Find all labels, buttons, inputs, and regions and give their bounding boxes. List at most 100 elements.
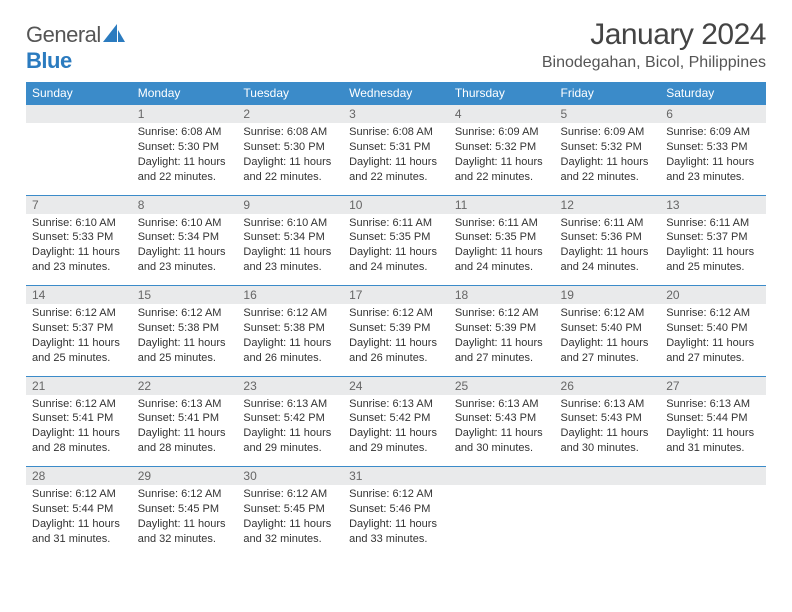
day-number-cell <box>26 105 132 124</box>
day-number: 28 <box>32 469 45 483</box>
sunset-line: Sunset: 5:42 PM <box>349 411 443 426</box>
day-number: 5 <box>561 107 568 121</box>
daylight-line: Daylight: 11 hours and 28 minutes. <box>32 426 126 456</box>
sunset-line: Sunset: 5:45 PM <box>243 502 337 517</box>
sunrise-line: Sunrise: 6:13 AM <box>561 397 655 412</box>
day-data-cell: Sunrise: 6:10 AMSunset: 5:33 PMDaylight:… <box>26 214 132 286</box>
sunrise-line: Sunrise: 6:13 AM <box>138 397 232 412</box>
day-data-cell: Sunrise: 6:12 AMSunset: 5:44 PMDaylight:… <box>26 485 132 557</box>
daylight-line: Daylight: 11 hours and 30 minutes. <box>561 426 655 456</box>
daylight-line: Daylight: 11 hours and 24 minutes. <box>455 245 549 275</box>
sunset-line: Sunset: 5:36 PM <box>561 230 655 245</box>
sunrise-line: Sunrise: 6:12 AM <box>32 487 126 502</box>
day-number: 14 <box>32 288 45 302</box>
daylight-line: Daylight: 11 hours and 25 minutes. <box>32 336 126 366</box>
sunset-line: Sunset: 5:30 PM <box>243 140 337 155</box>
calendar-page: GeneralBlue January 2024 Binodegahan, Bi… <box>0 0 792 567</box>
sunrise-line: Sunrise: 6:12 AM <box>455 306 549 321</box>
day-data-cell: Sunrise: 6:11 AMSunset: 5:37 PMDaylight:… <box>660 214 766 286</box>
sunset-line: Sunset: 5:33 PM <box>666 140 760 155</box>
sunset-line: Sunset: 5:40 PM <box>666 321 760 336</box>
day-number-cell: 23 <box>237 376 343 395</box>
sunrise-line: Sunrise: 6:12 AM <box>349 306 443 321</box>
day-number-cell: 31 <box>343 467 449 486</box>
day-number: 17 <box>349 288 362 302</box>
day-number-cell: 21 <box>26 376 132 395</box>
weekday-header: Friday <box>555 82 661 105</box>
day-number-cell: 17 <box>343 286 449 305</box>
title-block: January 2024 Binodegahan, Bicol, Philipp… <box>542 18 766 72</box>
daylight-line: Daylight: 11 hours and 32 minutes. <box>243 517 337 547</box>
day-number-cell: 27 <box>660 376 766 395</box>
daylight-line: Daylight: 11 hours and 27 minutes. <box>666 336 760 366</box>
day-data-cell: Sunrise: 6:10 AMSunset: 5:34 PMDaylight:… <box>237 214 343 286</box>
day-number: 3 <box>349 107 356 121</box>
weekday-header-row: Sunday Monday Tuesday Wednesday Thursday… <box>26 82 766 105</box>
day-data-cell: Sunrise: 6:09 AMSunset: 5:32 PMDaylight:… <box>449 123 555 195</box>
day-number: 7 <box>32 198 39 212</box>
day-number: 11 <box>455 198 467 212</box>
day-data-cell <box>26 123 132 195</box>
sunset-line: Sunset: 5:37 PM <box>666 230 760 245</box>
day-number: 16 <box>243 288 256 302</box>
daylight-line: Daylight: 11 hours and 23 minutes. <box>32 245 126 275</box>
day-number: 1 <box>138 107 145 121</box>
daylight-line: Daylight: 11 hours and 27 minutes. <box>561 336 655 366</box>
sunrise-line: Sunrise: 6:12 AM <box>138 487 232 502</box>
day-number-cell <box>555 467 661 486</box>
day-data-cell: Sunrise: 6:11 AMSunset: 5:35 PMDaylight:… <box>449 214 555 286</box>
sunrise-line: Sunrise: 6:13 AM <box>666 397 760 412</box>
day-number: 24 <box>349 379 362 393</box>
location-text: Binodegahan, Bicol, Philippines <box>542 54 766 72</box>
sunset-line: Sunset: 5:46 PM <box>349 502 443 517</box>
day-number-cell: 16 <box>237 286 343 305</box>
day-data-cell: Sunrise: 6:10 AMSunset: 5:34 PMDaylight:… <box>132 214 238 286</box>
sunset-line: Sunset: 5:31 PM <box>349 140 443 155</box>
sunrise-line: Sunrise: 6:08 AM <box>243 125 337 140</box>
day-data-cell <box>555 485 661 557</box>
day-number-cell: 19 <box>555 286 661 305</box>
day-number-cell: 8 <box>132 195 238 214</box>
sunrise-line: Sunrise: 6:08 AM <box>349 125 443 140</box>
data-row: Sunrise: 6:08 AMSunset: 5:30 PMDaylight:… <box>26 123 766 195</box>
weekday-header: Thursday <box>449 82 555 105</box>
day-number: 23 <box>243 379 256 393</box>
day-number: 22 <box>138 379 151 393</box>
daylight-line: Daylight: 11 hours and 24 minutes. <box>349 245 443 275</box>
sunrise-line: Sunrise: 6:08 AM <box>138 125 232 140</box>
day-number-cell: 11 <box>449 195 555 214</box>
daylight-line: Daylight: 11 hours and 22 minutes. <box>561 155 655 185</box>
day-data-cell: Sunrise: 6:12 AMSunset: 5:37 PMDaylight:… <box>26 304 132 376</box>
brand-text-1: General <box>26 22 101 47</box>
data-row: Sunrise: 6:12 AMSunset: 5:41 PMDaylight:… <box>26 395 766 467</box>
day-number: 30 <box>243 469 256 483</box>
day-number: 19 <box>561 288 574 302</box>
sunset-line: Sunset: 5:42 PM <box>243 411 337 426</box>
sunset-line: Sunset: 5:40 PM <box>561 321 655 336</box>
day-number-cell: 26 <box>555 376 661 395</box>
daylight-line: Daylight: 11 hours and 33 minutes. <box>349 517 443 547</box>
day-number-cell: 6 <box>660 105 766 124</box>
data-row: Sunrise: 6:12 AMSunset: 5:37 PMDaylight:… <box>26 304 766 376</box>
daylight-line: Daylight: 11 hours and 29 minutes. <box>349 426 443 456</box>
sunset-line: Sunset: 5:45 PM <box>138 502 232 517</box>
daylight-line: Daylight: 11 hours and 26 minutes. <box>349 336 443 366</box>
day-number-cell <box>449 467 555 486</box>
day-data-cell: Sunrise: 6:12 AMSunset: 5:39 PMDaylight:… <box>343 304 449 376</box>
sail-icon <box>103 24 125 42</box>
daylight-line: Daylight: 11 hours and 22 minutes. <box>243 155 337 185</box>
sunset-line: Sunset: 5:34 PM <box>243 230 337 245</box>
day-number-cell: 30 <box>237 467 343 486</box>
daylight-line: Daylight: 11 hours and 22 minutes. <box>349 155 443 185</box>
sunset-line: Sunset: 5:44 PM <box>666 411 760 426</box>
sunset-line: Sunset: 5:43 PM <box>561 411 655 426</box>
day-data-cell: Sunrise: 6:12 AMSunset: 5:40 PMDaylight:… <box>660 304 766 376</box>
daylight-line: Daylight: 11 hours and 25 minutes. <box>138 336 232 366</box>
day-data-cell: Sunrise: 6:08 AMSunset: 5:30 PMDaylight:… <box>132 123 238 195</box>
day-number: 20 <box>666 288 679 302</box>
sunset-line: Sunset: 5:35 PM <box>349 230 443 245</box>
sunrise-line: Sunrise: 6:10 AM <box>138 216 232 231</box>
day-number: 31 <box>349 469 362 483</box>
day-number-cell: 29 <box>132 467 238 486</box>
weekday-header: Sunday <box>26 82 132 105</box>
